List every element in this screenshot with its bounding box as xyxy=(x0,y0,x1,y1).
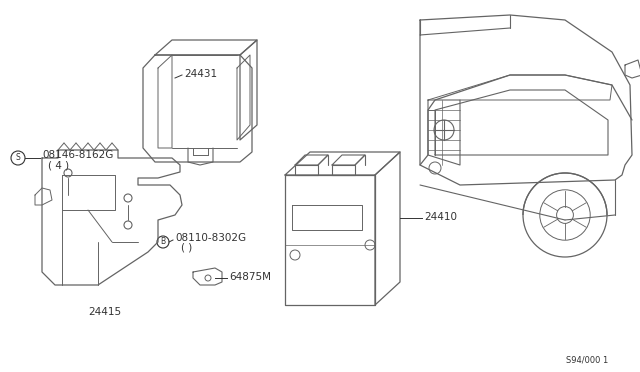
Text: S: S xyxy=(15,154,20,163)
Text: ( ): ( ) xyxy=(181,243,192,253)
Text: 24431: 24431 xyxy=(184,69,217,79)
Text: B: B xyxy=(161,237,166,247)
Text: 64875M: 64875M xyxy=(229,272,271,282)
Text: S94/000 1: S94/000 1 xyxy=(566,356,608,365)
Text: 24410: 24410 xyxy=(424,212,457,222)
Text: ( 4 ): ( 4 ) xyxy=(48,160,69,170)
Text: 08146-8162G: 08146-8162G xyxy=(42,150,113,160)
Text: 24415: 24415 xyxy=(88,307,122,317)
Text: 08110-8302G: 08110-8302G xyxy=(175,233,246,243)
